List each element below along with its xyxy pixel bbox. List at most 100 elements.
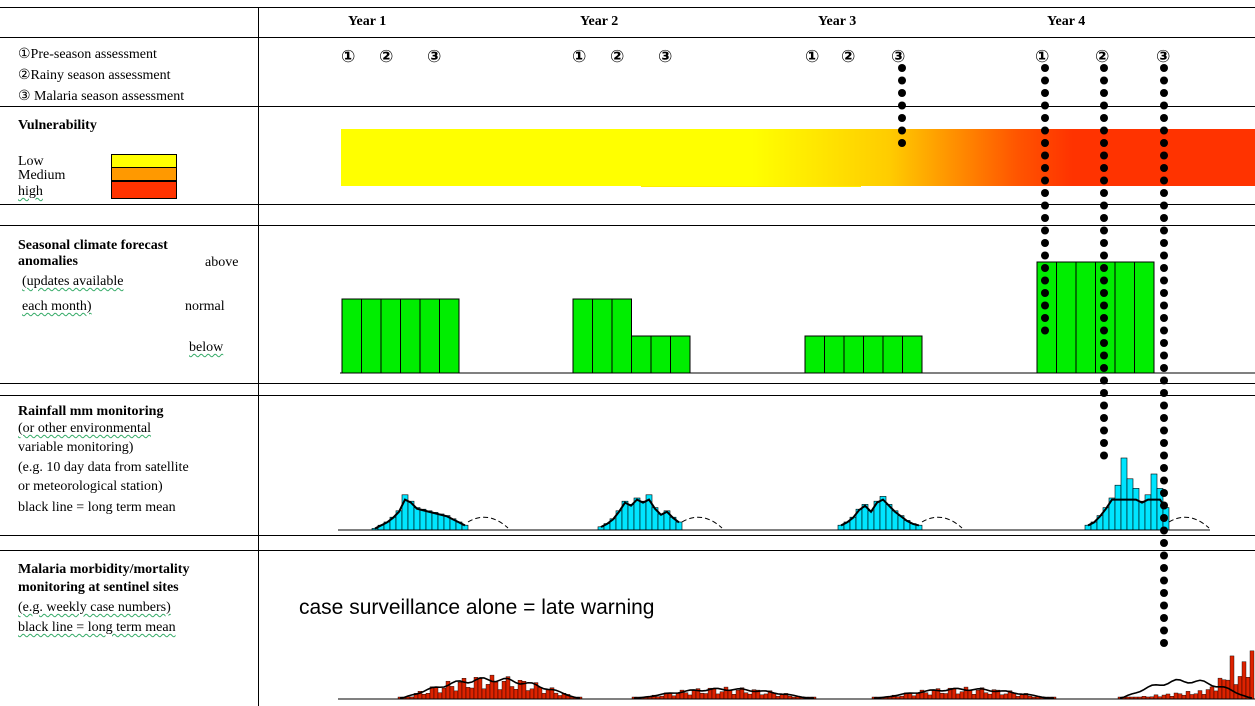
year-3-header: Year 3 [818, 14, 857, 29]
year4-malaria-assessment-line-dot-10 [1160, 176, 1168, 185]
year4-rainy-assessment-line-dot-12 [1100, 201, 1108, 210]
year4-malaria-assessment-line-dot-42 [1160, 576, 1168, 585]
year4-malaria-assessment-line-dot-41 [1160, 564, 1168, 572]
year-1-header: Year 1 [348, 14, 387, 29]
malaria-bar-632-12 [675, 693, 681, 700]
year4-rainy-assessment-line-dot-3 [1100, 89, 1108, 97]
forecast-bar-y2-2 [592, 298, 613, 374]
year3-mark-2: ② [841, 47, 856, 67]
malaria-bar-632-21 [711, 688, 717, 700]
malaria-bar-872-34 [1003, 693, 1009, 700]
malaria-bar-632-16 [691, 690, 697, 700]
malaria-bar-632-23 [719, 691, 725, 700]
malaria-bar-1118-29 [1229, 655, 1235, 700]
year4-rainy-assessment-line-dot-10 [1100, 176, 1108, 185]
year4-preseason-assessment-line-dot-5 [1041, 114, 1049, 122]
year4-rainy-assessment-line-dot-20 [1100, 301, 1108, 310]
malaria-bar-1118-21 [1197, 690, 1203, 700]
year4-rainy-assessment-line-dot-26 [1100, 376, 1108, 385]
year4-malaria-assessment-line-dot-8 [1160, 151, 1168, 160]
malaria-bar-1118-20 [1193, 693, 1199, 700]
forecast-title-line1: Seasonal climate forecast [18, 238, 168, 253]
malaria-bar-398-27 [501, 680, 507, 700]
malaria-bar-872-24 [963, 686, 969, 700]
malaria-bar-1118-10 [1153, 694, 1159, 700]
forecast-bar-y1-2 [361, 298, 382, 374]
malaria-mean-line-872 [874, 687, 1054, 699]
year3-mark-3: ③ [891, 47, 906, 67]
year4-malaria-assessment-line-dot-23 [1160, 339, 1168, 347]
malaria-bar-632-24 [723, 686, 729, 700]
malaria-bar-632-30 [747, 693, 753, 700]
malaria-bar-632-15 [687, 694, 693, 700]
forecast-updates-label: (updates available [22, 274, 124, 289]
year2-mark-1: ① [572, 47, 587, 67]
year2-mark-2: ② [610, 47, 625, 67]
malaria-bar-872-29 [983, 692, 989, 700]
year4-rainy-assessment-line-dot-14 [1100, 226, 1108, 235]
year4-rainy-assessment-line-dot-21 [1100, 314, 1108, 322]
rainfall-bar-y1-9 [419, 508, 427, 531]
rainfall-mean-line-y3 [840, 498, 920, 527]
year1-mark-1: ① [341, 47, 356, 67]
malaria-bar-398-12 [441, 687, 447, 700]
rainfall-bar-y4-9 [1132, 488, 1140, 531]
year4-rainy-assessment-line-dot-30 [1100, 426, 1108, 435]
malaria-bar-632-19 [703, 693, 709, 700]
forecast-bar-y2-6 [670, 335, 691, 374]
year4-rainy-assessment-line-dot-1 [1100, 64, 1108, 72]
rainfall-bar-y1-12 [437, 513, 445, 531]
year4-malaria-assessment-line-dot-45 [1160, 614, 1168, 622]
year4-malaria-assessment-line-dot-12 [1160, 201, 1168, 210]
malaria-bar-872-33 [999, 694, 1005, 700]
forecast-bar-y2-4 [631, 335, 652, 374]
year4-preseason-assessment-line-dot-11 [1041, 189, 1049, 197]
year4-malaria-assessment-line-dot-9 [1160, 164, 1168, 172]
malaria-bar-398-14 [449, 686, 455, 700]
malaria-bar-1118-26 [1217, 677, 1223, 700]
malaria-bar-398-10 [433, 687, 439, 700]
year4-rainy-assessment-line-dot-16 [1100, 251, 1108, 260]
year1-mark-2: ② [379, 47, 394, 67]
malaria-bar-398-22 [481, 688, 487, 700]
malaria-bar-872-19 [943, 693, 949, 700]
year4-rainy-assessment-line-dot-2 [1100, 76, 1108, 85]
vulnerability-medium-swatch [111, 167, 177, 181]
year4-malaria-assessment-line-dot-3 [1160, 89, 1168, 97]
malaria-bar-872-38 [1019, 694, 1025, 700]
year4-malaria-assessment-line-dot-37 [1160, 514, 1168, 522]
year4-malaria-assessment-line-dot-4 [1160, 101, 1168, 110]
malaria-bar-1118-19 [1189, 694, 1195, 700]
legend-rainy-season: ②Rainy season assessment [18, 68, 171, 83]
year4-malaria-assessment-line-dot-32 [1160, 451, 1168, 460]
forecast-bar-y4-2 [1056, 261, 1077, 374]
year4-mark-1: ① [1035, 47, 1050, 67]
forecast-bar-y4-6 [1134, 261, 1155, 374]
malaria-bar-632-33 [759, 694, 765, 700]
rainfall-divider-b [0, 550, 1255, 551]
year4-malaria-assessment-line-dot-17 [1160, 264, 1168, 272]
malaria-bar-398-11 [437, 692, 443, 700]
forecast-divider-a [0, 383, 1255, 384]
malaria-bar-1118-12 [1161, 694, 1167, 700]
malaria-bar-398-40 [553, 692, 559, 700]
rainfall-mean-line-y4 [1087, 498, 1167, 527]
forecast-bar-y4-3 [1075, 261, 1096, 374]
rainfall-mean-line-y2 [600, 498, 680, 528]
vulnerability-divider-b [0, 225, 1255, 226]
year4-malaria-assessment-line-dot-7 [1160, 139, 1168, 147]
year4-malaria-assessment-line-dot-19 [1160, 289, 1168, 297]
malaria-bar-632-25 [727, 690, 733, 700]
malaria-bar-872-27 [975, 689, 981, 700]
year4-rainy-assessment-line-dot-24 [1100, 351, 1108, 360]
year4-rainy-assessment-line-dot-15 [1100, 239, 1108, 247]
legend-malaria-season: ③ Malaria season assessment [18, 89, 185, 104]
year3-malaria-assessment-line-dot-1 [898, 64, 906, 72]
year4-preseason-assessment-line-dot-6 [1041, 126, 1049, 135]
year4-preseason-assessment-line-dot-7 [1041, 139, 1049, 147]
rainfall-mean-tail-y3 [921, 516, 963, 529]
rainfall-bar-y1-16 [461, 524, 469, 531]
year4-preseason-assessment-line-dot-4 [1041, 101, 1049, 110]
malaria-bar-632-38 [779, 694, 785, 700]
year4-malaria-assessment-line-dot-33 [1160, 464, 1168, 472]
